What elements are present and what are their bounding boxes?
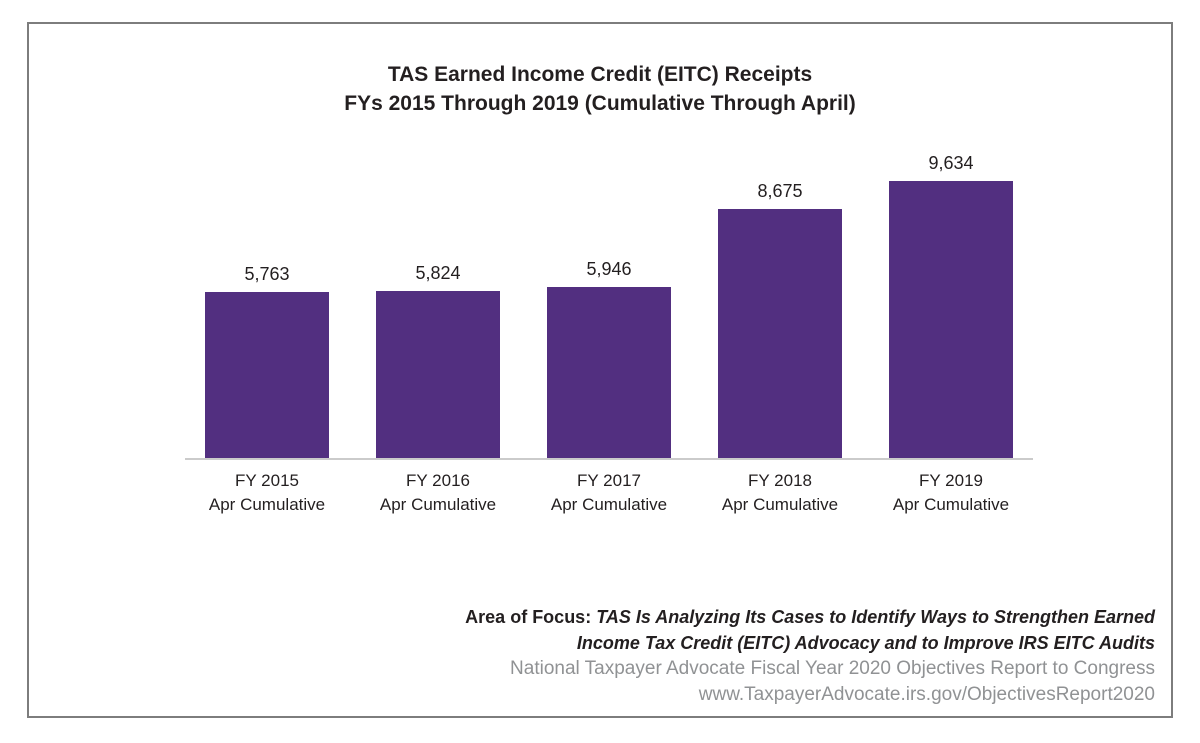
x-axis-label-year: FY 2015 xyxy=(235,471,299,490)
bar xyxy=(376,291,500,458)
footer-caption: Area of Focus: TAS Is Analyzing Its Case… xyxy=(465,604,1155,708)
x-axis-label: FY 2015 Apr Cumulative xyxy=(205,469,329,517)
area-of-focus-line2: Income Tax Credit (EITC) Advocacy and to… xyxy=(465,630,1155,656)
bar-value-label: 8,675 xyxy=(757,181,803,201)
x-axis-label: FY 2018 Apr Cumulative xyxy=(718,469,842,517)
chart-title: TAS Earned Income Credit (EITC) Receipts… xyxy=(29,60,1171,118)
x-axis-label-sub: Apr Cumulative xyxy=(721,495,839,514)
bar-group: 5,824 xyxy=(376,151,500,458)
bar xyxy=(547,287,671,458)
x-axis-label-year: FY 2017 xyxy=(577,471,641,490)
figure-frame: TAS Earned Income Credit (EITC) Receipts… xyxy=(27,22,1173,718)
source-url-line: www.TaxpayerAdvocate.irs.gov/ObjectivesR… xyxy=(698,684,1155,705)
x-axis-label-sub: Apr Cumulative xyxy=(379,495,497,514)
bar xyxy=(718,209,842,458)
x-axis-label: FY 2019 Apr Cumulative xyxy=(889,469,1013,517)
x-axis-label: FY 2017 Apr Cumulative xyxy=(547,469,671,517)
area-of-focus-label: Area of Focus: xyxy=(465,607,592,627)
x-axis-label-sub: Apr Cumulative xyxy=(208,495,326,514)
area-of-focus-line1: Area of Focus: TAS Is Analyzing Its Case… xyxy=(465,604,1155,630)
chart-title-line1: TAS Earned Income Credit (EITC) Receipts xyxy=(387,63,813,86)
x-axis-label-sub: Apr Cumulative xyxy=(892,495,1010,514)
x-axis-label-year: FY 2016 xyxy=(406,471,470,490)
x-axis-label-year: FY 2019 xyxy=(919,471,983,490)
bar-value-label: 5,763 xyxy=(244,264,290,284)
x-axis-line xyxy=(185,458,1033,460)
bar-value-label: 9,634 xyxy=(928,153,974,173)
x-axis-label-year: FY 2018 xyxy=(748,471,812,490)
bar-group: 9,634 xyxy=(889,151,1013,458)
bar-group: 8,675 xyxy=(718,151,842,458)
x-axis-label: FY 2016 Apr Cumulative xyxy=(376,469,500,517)
x-axis-labels: FY 2015 Apr Cumulative FY 2016 Apr Cumulati… xyxy=(38,469,1180,517)
area-of-focus-text2: Income Tax Credit (EITC) Advocacy and to… xyxy=(576,633,1155,653)
area-of-focus-text1: TAS Is Analyzing Its Cases to Identify W… xyxy=(596,607,1155,627)
x-axis-label-sub: Apr Cumulative xyxy=(550,495,668,514)
bar-value-label: 5,824 xyxy=(415,263,461,283)
bar xyxy=(889,181,1013,458)
source-report-line: National Taxpayer Advocate Fiscal Year 2… xyxy=(510,658,1155,679)
bar-chart: 5,763 5,824 5,946 8,675 9,634 xyxy=(38,151,1180,458)
bar xyxy=(205,292,329,458)
bar-group: 5,763 xyxy=(205,151,329,458)
chart-title-line2: FYs 2015 Through 2019 (Cumulative Throug… xyxy=(344,92,856,115)
bar-value-label: 5,946 xyxy=(586,259,632,279)
bar-group: 5,946 xyxy=(547,151,671,458)
